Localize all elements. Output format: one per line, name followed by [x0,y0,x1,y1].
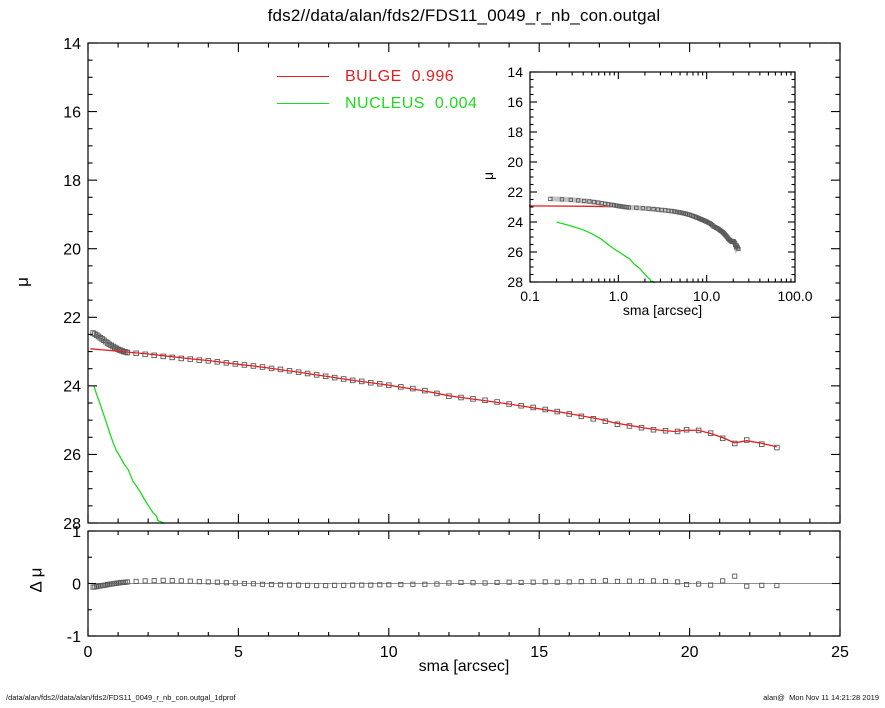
residual-y-axis-label: Δ μ [26,567,46,593]
residual-x-tick-label: 10 [380,644,398,661]
residual-y-tick-label: -1 [67,629,81,646]
legend-label-bulge: BULGE 0.996 [345,67,455,85]
inset-y-tick-label: 28 [507,274,523,290]
main-y-tick-label: 28 [63,516,81,533]
main-y-tick-label: 14 [63,36,81,53]
residual-x-tick-label: 15 [530,644,548,661]
residual-x-tick-label: 0 [84,644,93,661]
residual-x-axis-label: sma [arcsec] [418,658,510,675]
inset-ticks [529,71,796,283]
residual-x-tick-label: 25 [831,644,849,661]
main-y-tick-label: 26 [63,447,81,464]
bulge-line [90,348,777,448]
legend-label-nucleus: NUCLEUS 0.004 [345,94,478,112]
observed-points [548,196,741,252]
inset-y-tick-label: 18 [507,124,523,140]
residual-panel: 0 5 10 15 20 25-101 [67,524,849,661]
inset-x-tick-label: 10.0 [693,288,720,304]
inset-y-tick-label: 14 [507,64,523,80]
residual-y-tick-label: 0 [72,576,81,593]
page-title: fds2//data/alan/fds2/FDS11_0049_r_nb_con… [267,6,661,25]
main-y-tick-label: 16 [63,104,81,121]
nucleus-line [93,385,165,524]
legend-item-nucleus: NUCLEUS 0.004 [277,90,477,117]
inset-y-tick-label: 16 [507,94,523,110]
legend-item-bulge: BULGE 0.996 [277,63,477,90]
main-y-axis-label: μ [12,277,32,287]
inset-y-axis-label: μ [480,171,497,181]
inset-y-tick-label: 22 [507,184,523,200]
inset-x-tick-label: 100.0 [777,288,812,304]
bulge-line-sample-icon [277,76,329,77]
inset-x-tick-label: 1.0 [609,288,629,304]
inset-x-axis-label: sma [arcsec] [622,302,703,318]
inset-panel: 0.1 1.0 10.0 100.0 14 16 18 20 22 24 26 28 [507,64,812,304]
footer-file-path: /data/alan/fds2//data/alan/fds2/FDS11_00… [6,693,236,702]
inset-y-tick-label: 20 [507,154,523,170]
main-y-tick-label: 20 [63,241,81,258]
nucleus-line [556,221,656,283]
residual-points [90,573,780,590]
inset-y-tick-label: 24 [507,214,523,230]
main-y-tick-label: 24 [63,379,81,396]
legend: BULGE 0.996 NUCLEUS 0.004 [277,63,477,117]
inset-y-tick-label: 26 [507,244,523,260]
residual-x-tick-label: 20 [681,644,699,661]
nucleus-line-sample-icon [277,103,329,104]
residual-x-tick-label: 5 [234,644,243,661]
residual-ticks [87,530,841,637]
footer-user-timestamp: alan@ Mon Nov 11 14:21:28 2019 [763,693,879,702]
main-y-tick-label: 18 [63,173,81,190]
main-ticks [87,42,841,524]
residual-y-tick-label: 1 [72,524,81,541]
main-y-tick-label: 22 [63,310,81,327]
inset-x-tick-label: 0.1 [520,288,540,304]
